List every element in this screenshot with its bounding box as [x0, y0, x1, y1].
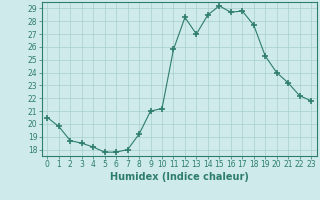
- X-axis label: Humidex (Indice chaleur): Humidex (Indice chaleur): [110, 172, 249, 182]
